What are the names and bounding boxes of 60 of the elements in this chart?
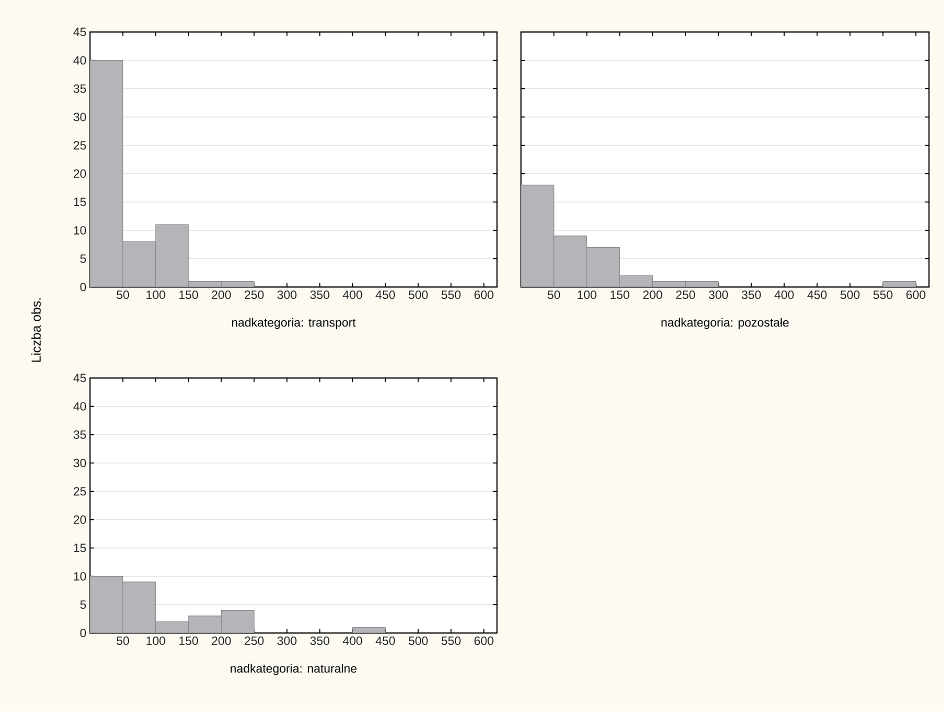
y-tick-label: 35	[74, 430, 86, 439]
x-tick-label: 250	[676, 290, 696, 300]
x-axis-title: nadkategoria: transport	[232, 318, 356, 330]
y-tick-label: 35	[74, 84, 86, 93]
x-tick-label: 50	[116, 290, 130, 300]
x-tick-label: 500	[408, 290, 428, 300]
x-tick-label: 150	[610, 290, 630, 300]
y-tick-label: 30	[74, 112, 86, 122]
y-tick-label: 5	[80, 600, 86, 609]
x-tick-label: 400	[774, 290, 794, 300]
x-tick-label: 500	[840, 290, 860, 300]
x-tick-label: 200	[212, 290, 231, 300]
y-tick-label: 20	[74, 515, 86, 524]
x-tick-label: 550	[873, 290, 892, 300]
y-tick-label: 10	[74, 226, 86, 235]
x-tick-label: 200	[212, 636, 231, 646]
x-tick-label: 300	[277, 290, 296, 300]
x-tick-label: 450	[376, 290, 395, 300]
y-tick-label: 5	[80, 254, 86, 263]
x-tick-label: 600	[906, 290, 926, 300]
y-tick-label: 0	[80, 628, 86, 638]
x-tick-label: 300	[708, 290, 728, 300]
y-tick-label: 10	[74, 572, 86, 581]
x-tick-label: 250	[244, 290, 264, 300]
x-tick-label: 350	[310, 290, 330, 300]
y-tick-label: 40	[73, 402, 86, 411]
y-axis-title: Liczba obs.	[31, 298, 41, 362]
x-tick-label: 100	[146, 290, 166, 300]
x-tick-label: 350	[310, 636, 330, 646]
x-tick-label: 400	[342, 636, 362, 646]
y-tick-label: 25	[74, 487, 86, 496]
x-tick-label: 600	[474, 636, 494, 646]
y-tick-label: 15	[74, 198, 86, 206]
x-tick-label: 150	[179, 290, 198, 300]
x-tick-label: 450	[807, 290, 827, 300]
y-tick-label: 25	[74, 141, 86, 150]
y-tick-label: 20	[74, 169, 86, 178]
y-tick-label: 40	[73, 56, 86, 65]
y-tick-label: 30	[74, 458, 86, 468]
x-tick-label: 100	[146, 636, 166, 646]
x-tick-label: 550	[442, 636, 461, 646]
x-axis-title: nadkategoria: naturalne	[230, 664, 357, 676]
x-tick-label: 600	[474, 290, 494, 300]
x-tick-label: 450	[376, 636, 395, 646]
x-tick-label: 300	[277, 636, 296, 646]
x-tick-label: 200	[643, 290, 662, 300]
x-tick-label: 550	[442, 290, 461, 300]
x-tick-label: 150	[179, 636, 198, 646]
x-tick-label: 50	[116, 636, 130, 646]
x-tick-label: 250	[244, 636, 264, 646]
x-tick-label: 100	[578, 290, 596, 300]
y-tick-label: 45	[73, 28, 86, 36]
x-tick-label: 500	[408, 636, 428, 646]
x-tick-label: 350	[742, 290, 761, 300]
y-tick-label: 15	[74, 544, 86, 552]
y-tick-label: 45	[73, 374, 86, 382]
y-tick-label: 0	[80, 282, 86, 292]
x-tick-label: 400	[342, 290, 362, 300]
x-tick-label: 50	[548, 290, 560, 300]
x-axis-title: nadkategoria: pozostałe	[662, 318, 789, 330]
